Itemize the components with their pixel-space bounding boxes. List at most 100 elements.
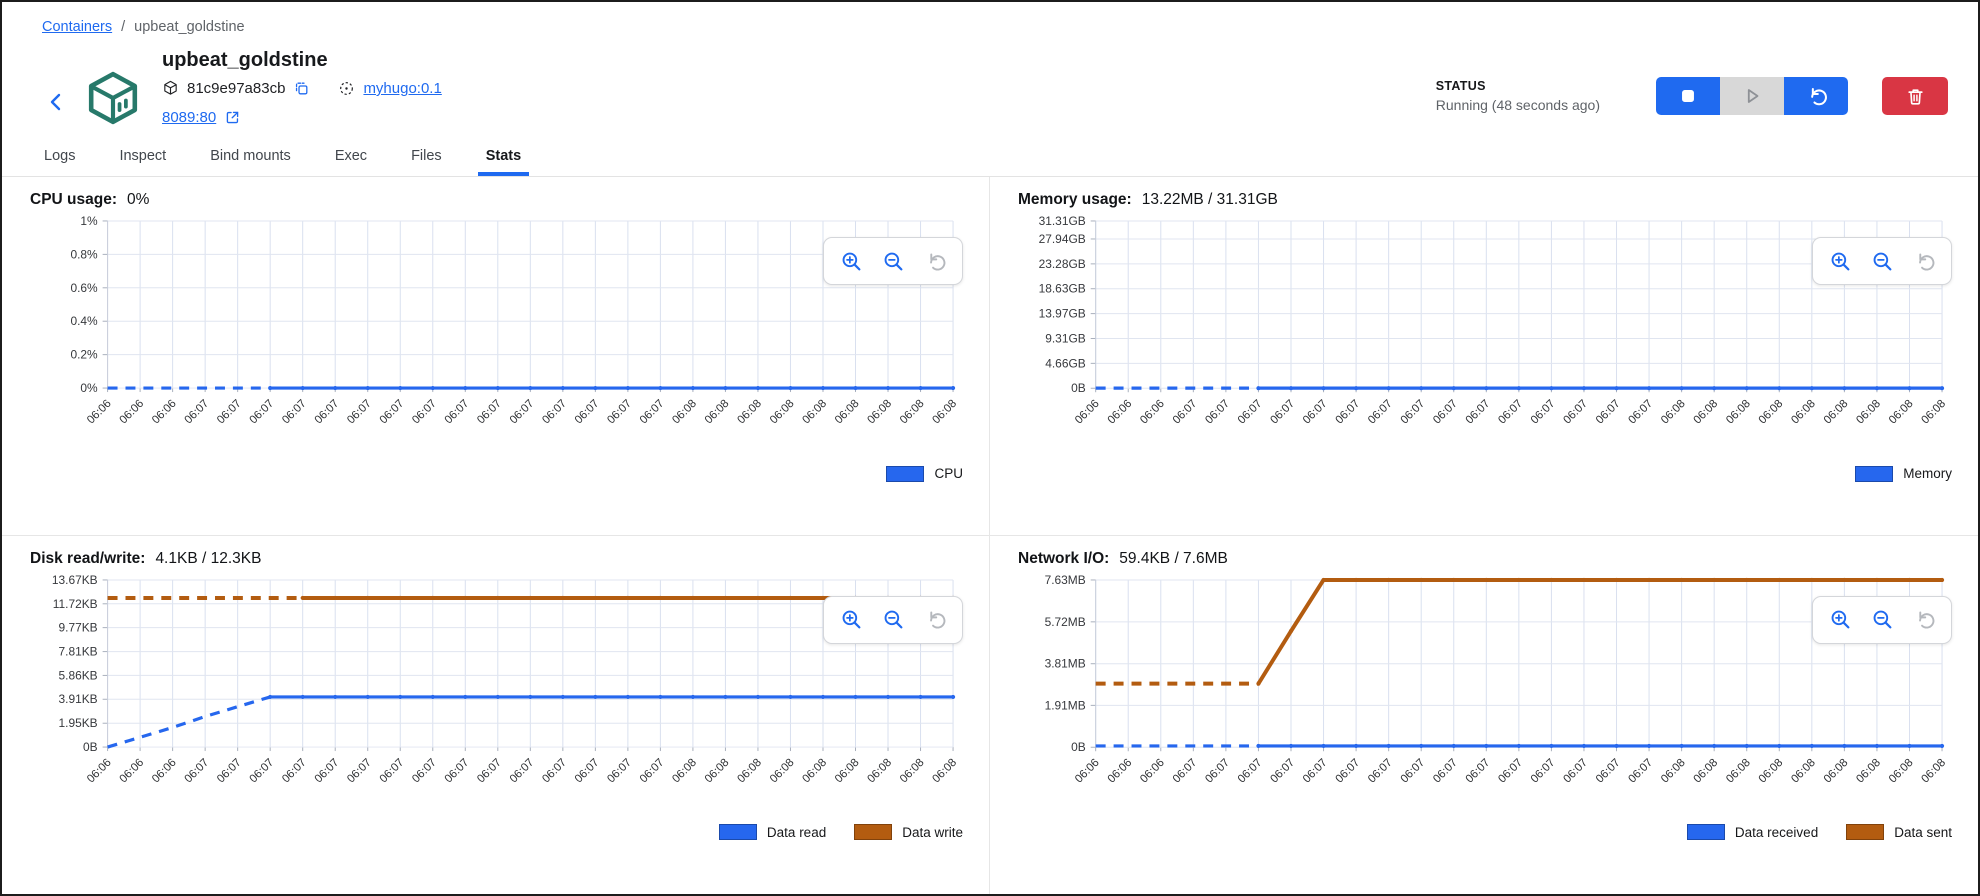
x-tick-label: 06:07 — [475, 398, 504, 427]
legend-item-data-write[interactable]: Data write — [854, 824, 963, 841]
zoom-in-icon — [1831, 610, 1849, 629]
cpu-chart-panel: CPU usage: 0% 06:06 06:06 06:06 06:07 06:07 06… — [2, 177, 990, 536]
data-point — [333, 385, 338, 391]
x-tick-label: 06:07 — [1431, 398, 1460, 427]
data-point — [788, 694, 793, 699]
copy-id-button[interactable] — [293, 80, 310, 97]
data-point — [593, 694, 598, 699]
image-link[interactable]: myhugo:0.1 — [363, 80, 442, 97]
data-point — [1549, 577, 1554, 582]
zoom-out-button[interactable] — [872, 241, 914, 281]
x-tick-label: 06:07 — [1301, 398, 1330, 427]
data-point — [1419, 577, 1424, 582]
data-point — [625, 595, 630, 600]
back-button[interactable] — [46, 91, 66, 116]
legend-item-data-read[interactable]: Data read — [718, 824, 826, 841]
data-point — [1451, 743, 1456, 748]
play-icon — [1747, 89, 1759, 103]
breadcrumb-containers-link[interactable]: Containers — [42, 19, 113, 35]
data-point — [1386, 743, 1391, 748]
stop-button[interactable] — [1656, 77, 1720, 115]
delete-button[interactable] — [1882, 77, 1948, 115]
legend-item-data-received[interactable]: Data received — [1686, 824, 1818, 841]
x-tick-label: 06:07 — [1171, 398, 1200, 427]
zoom-in-button[interactable] — [1819, 600, 1861, 640]
disk-chart[interactable]: 06:06 06:06 06:06 06:07 06:07 06:07 06:07 06:07… — [30, 572, 965, 823]
data-point — [1907, 743, 1912, 748]
data-point — [1354, 577, 1359, 582]
tab-bar: Logs Inspect Bind mounts Exec Files Stat… — [2, 138, 1978, 177]
network-chart-toolbar — [1812, 595, 1952, 644]
restart-button[interactable] — [1784, 77, 1848, 115]
cpu-chart-toolbar — [823, 237, 963, 285]
zoom-out-icon — [1873, 610, 1891, 629]
header-right: STATUS Running (48 seconds ago) — [1436, 49, 1948, 115]
zoom-out-button[interactable] — [1861, 241, 1903, 281]
data-point — [1809, 743, 1814, 748]
zoom-out-button[interactable] — [1861, 600, 1903, 640]
legend-swatch — [1686, 824, 1725, 841]
cpu-chart[interactable]: 06:06 06:06 06:06 06:07 06:07 06:07 06:07 06:07… — [30, 213, 965, 464]
package-icon — [164, 80, 177, 95]
data-point — [333, 595, 338, 600]
zoom-in-button[interactable] — [830, 241, 872, 281]
data-point — [1516, 743, 1521, 748]
data-point — [1256, 681, 1261, 686]
memory-chart-toolbar — [1812, 237, 1952, 285]
x-tick-label: 06:07 — [573, 756, 602, 785]
data-point — [1712, 386, 1717, 391]
port-link[interactable]: 8089:80 — [162, 109, 217, 126]
network-chart[interactable]: 06:06 06:06 06:06 06:07 06:07 06:07 06:07 06:07… — [1018, 572, 1954, 823]
x-tick-label: 06:08 — [735, 756, 764, 785]
y-tick-label: 1.95KB — [59, 716, 98, 730]
legend-item-memory[interactable]: Memory — [1855, 465, 1952, 482]
x-tick-label: 06:07 — [1464, 398, 1493, 427]
x-tick-label: 06:07 — [378, 398, 407, 427]
zoom-out-button[interactable] — [872, 600, 914, 640]
tab-bind-mounts[interactable]: Bind mounts — [210, 138, 291, 176]
data-point — [593, 385, 598, 391]
data-point — [918, 694, 923, 699]
x-tick-label: 06:08 — [1822, 398, 1851, 427]
data-point — [1549, 743, 1554, 748]
data-point — [1419, 386, 1424, 391]
legend-item-data-sent[interactable]: Data sent — [1846, 824, 1952, 841]
data-point — [463, 385, 468, 391]
data-point — [1484, 743, 1489, 748]
x-tick-label: 06:07 — [1561, 398, 1590, 427]
legend-swatch — [886, 465, 925, 482]
y-tick-label: 0% — [80, 381, 98, 395]
data-point — [1516, 386, 1521, 391]
x-tick-label: 06:07 — [508, 398, 537, 427]
x-tick-label: 06:07 — [1626, 398, 1655, 427]
memory-chart[interactable]: 06:06 06:06 06:06 06:07 06:07 06:07 06:07 06:07… — [1018, 213, 1954, 464]
data-point — [1744, 386, 1749, 391]
zoom-in-button[interactable] — [1819, 241, 1861, 281]
y-tick-label: 0.6% — [70, 281, 98, 295]
y-tick-label: 9.31GB — [1045, 331, 1086, 345]
tab-exec[interactable]: Exec — [335, 138, 367, 176]
reset-zoom-icon — [1918, 611, 1934, 629]
tab-stats[interactable]: Stats — [477, 138, 530, 176]
data-point — [1939, 386, 1945, 391]
x-tick-label: 06:07 — [1464, 756, 1493, 785]
tab-inspect[interactable]: Inspect — [119, 138, 166, 176]
data-point — [1614, 743, 1619, 748]
data-point — [658, 385, 663, 391]
stats-charts-grid: CPU usage: 0% 06:06 06:06 06:06 06:07 06:07 06… — [2, 177, 1978, 894]
x-tick-label: 06:08 — [800, 398, 829, 427]
y-tick-label: 0.8% — [70, 247, 98, 261]
data-point — [560, 385, 565, 391]
x-tick-label: 06:07 — [313, 398, 342, 427]
tab-files[interactable]: Files — [411, 138, 442, 176]
data-point — [788, 595, 793, 600]
legend-item-cpu[interactable]: CPU — [886, 465, 963, 482]
external-link-icon[interactable] — [224, 109, 241, 126]
tab-logs[interactable]: Logs — [44, 138, 75, 176]
x-tick-label: 06:07 — [443, 398, 472, 427]
disk-chart-legend: Data read Data write — [30, 822, 965, 841]
data-point — [1581, 743, 1587, 748]
data-point — [820, 694, 826, 699]
zoom-in-button[interactable] — [830, 600, 872, 640]
x-tick-label: 06:07 — [345, 756, 374, 785]
